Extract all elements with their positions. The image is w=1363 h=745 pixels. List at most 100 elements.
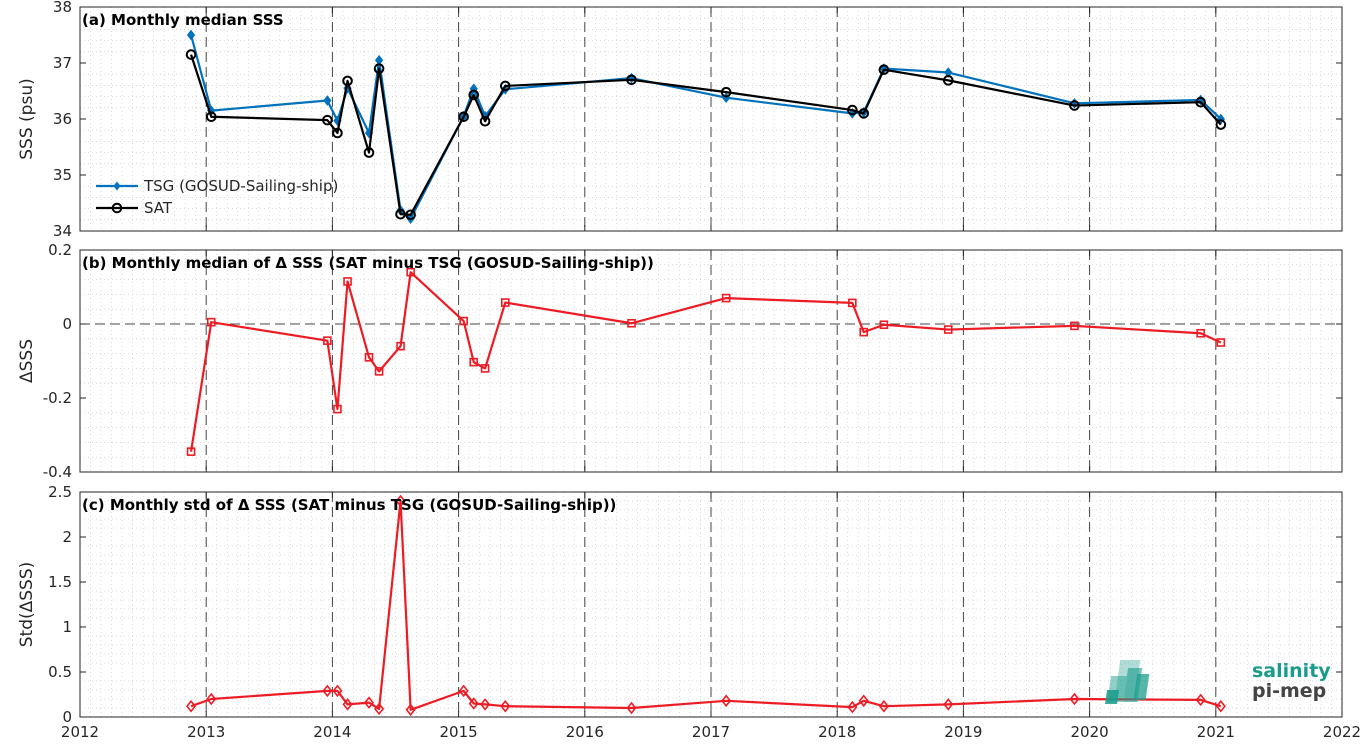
- logo-text-pimep: pi-mep: [1252, 680, 1326, 702]
- y-tick-label: 38: [53, 0, 72, 16]
- data-point: [374, 702, 385, 716]
- x-tick-label: 2014: [313, 723, 351, 741]
- x-tick-label: 2015: [440, 723, 478, 741]
- data-point: [186, 699, 197, 713]
- data-point: [322, 114, 333, 126]
- data-point: [469, 357, 479, 367]
- data-point: [363, 147, 375, 158]
- data-point: [1070, 321, 1079, 331]
- y-tick-label: -0.2: [43, 389, 72, 407]
- data-point: [185, 49, 197, 60]
- y-tick-label: 0.2: [48, 241, 72, 259]
- y-tick-label: 2.5: [48, 483, 72, 501]
- data-point: [878, 64, 890, 76]
- data-point: [323, 95, 332, 106]
- data-point: [323, 336, 332, 345]
- data-point: [1215, 699, 1226, 713]
- data-point: [1069, 692, 1080, 706]
- data-point: [364, 352, 374, 362]
- data-point: [1195, 96, 1206, 108]
- minor-grid: [80, 492, 1342, 717]
- x-tick-label: 2018: [818, 723, 856, 741]
- y-tick-label: 0: [62, 708, 72, 726]
- y-tick-label: 37: [53, 54, 72, 72]
- series-line: [189, 271, 1222, 452]
- y-tick-label: 1: [62, 618, 72, 636]
- data-point: [847, 104, 858, 116]
- x-tick-label: 2017: [692, 723, 730, 741]
- data-point: [206, 317, 216, 327]
- data-point: [342, 698, 353, 711]
- series-1: [185, 49, 1227, 221]
- data-point: [1195, 693, 1206, 707]
- panel-title: (a) Monthly median SSS: [82, 11, 284, 29]
- data-point: [468, 697, 479, 710]
- data-point: [1196, 328, 1205, 338]
- legend-entry: TSG (GOSUD-Sailing-ship): [143, 177, 338, 195]
- y-tick-label: 0.5: [48, 663, 72, 681]
- panel-a: 34 35 36 37 38 SSS (psu) (a) Monthly median SS…: [17, 0, 1343, 240]
- data-point: [480, 698, 491, 711]
- data-point: [721, 293, 731, 303]
- data-point: [332, 127, 343, 139]
- x-tick-label: 2022: [1323, 723, 1361, 741]
- data-point: [943, 698, 954, 711]
- data-point: [942, 75, 954, 86]
- legend: TSG (GOSUD-Sailing-ship) SAT: [96, 177, 338, 217]
- data-point: [499, 80, 511, 92]
- data-point: [342, 75, 353, 87]
- data-point: [878, 699, 889, 713]
- data-point: [1215, 119, 1227, 130]
- y-tick-label: 1.5: [48, 573, 72, 591]
- data-point: [373, 63, 385, 74]
- data-point: [847, 700, 858, 714]
- series-line: [190, 499, 1222, 711]
- x-tick-label: 2012: [61, 723, 99, 741]
- y-tick-label: 36: [53, 110, 72, 128]
- data-point: [1069, 100, 1080, 111]
- minor-grid: [80, 250, 1342, 472]
- data-point: [405, 209, 416, 221]
- logo-shape: [1105, 690, 1120, 704]
- series-0: [186, 494, 1226, 717]
- y-axis-label: ΔSSS: [17, 339, 37, 383]
- x-tick-label: 2021: [1197, 723, 1235, 741]
- data-point: [186, 29, 196, 41]
- panel-title: (b) Monthly median of Δ SSS (SAT minus T…: [82, 254, 654, 272]
- data-point: [1216, 338, 1226, 347]
- data-point: [721, 694, 732, 708]
- data-point: [395, 208, 406, 220]
- y-tick-label: 35: [53, 166, 72, 184]
- data-point: [858, 694, 869, 708]
- y-axis-label: Std(ΔSSS): [17, 562, 37, 648]
- panel-title: (c) Monthly std of Δ SSS (SAT minus TSG …: [82, 496, 616, 514]
- y-tick-label: -0.4: [43, 463, 72, 481]
- data-point: [720, 86, 732, 98]
- data-point: [627, 318, 636, 328]
- data-point: [206, 692, 217, 706]
- data-point: [333, 404, 342, 414]
- data-point: [396, 341, 405, 351]
- legend-marker: [111, 202, 123, 214]
- data-point: [480, 364, 490, 373]
- data-point: [406, 267, 415, 277]
- data-point: [458, 684, 469, 698]
- data-point: [626, 701, 637, 715]
- data-point: [943, 325, 953, 334]
- data-point: [859, 327, 869, 337]
- data-point: [500, 699, 511, 713]
- x-tick-label: 2019: [944, 723, 982, 741]
- data-point: [405, 703, 416, 717]
- data-point: [458, 111, 469, 123]
- panel-c: 2012 2013 2014 2015 2016 2017 2018 2019 2020 2021…: [17, 483, 1361, 741]
- panel-b: -0.4 -0.2 0 0.2 ΔSSS (b) Monthly median of Δ …: [17, 241, 1343, 481]
- data-point: [879, 320, 889, 330]
- y-tick-label: 2: [62, 528, 72, 546]
- y-tick-label: 0: [62, 315, 72, 333]
- series-line: [189, 34, 1222, 220]
- data-point: [374, 367, 384, 376]
- data-point: [343, 277, 352, 286]
- series-line: [190, 54, 1222, 216]
